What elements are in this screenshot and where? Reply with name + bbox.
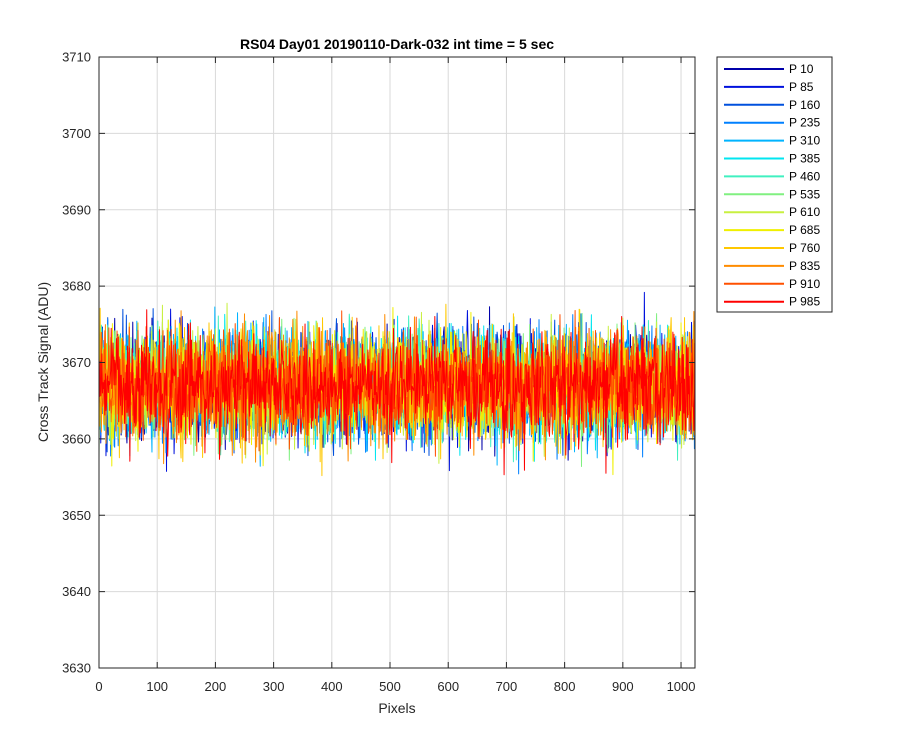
y-tick-label: 3680: [62, 279, 91, 294]
legend-label: P 985: [789, 295, 820, 309]
legend-label: P 835: [789, 259, 820, 273]
chart-title: RS04 Day01 20190110-Dark-032 int time = …: [240, 36, 554, 52]
legend-label: P 760: [789, 241, 820, 255]
y-axis-label: Cross Track Signal (ADU): [35, 282, 51, 442]
y-tick-label: 3660: [62, 431, 91, 446]
y-tick-label: 3700: [62, 126, 91, 141]
legend-label: P 910: [789, 277, 820, 291]
x-axis-label: Pixels: [378, 700, 415, 716]
legend-label: P 535: [789, 187, 820, 201]
x-tick-label: 0: [95, 679, 102, 694]
legend-box: [716, 56, 833, 313]
y-tick-label: 3690: [62, 202, 91, 217]
legend-label: P 685: [789, 223, 820, 237]
x-tick-label: 800: [554, 679, 576, 694]
x-tick-label: 600: [437, 679, 459, 694]
y-tick-label: 3650: [62, 508, 91, 523]
legend-label: P 610: [789, 205, 820, 219]
legend-label: P 160: [789, 98, 820, 112]
x-tick-label: 200: [205, 679, 227, 694]
legend-label: P 385: [789, 152, 820, 166]
series-line: [99, 309, 695, 476]
legend-label: P 310: [789, 134, 820, 148]
y-tick-label: 3640: [62, 584, 91, 599]
x-tick-label: 100: [146, 679, 168, 694]
legend-label: P 85: [789, 80, 814, 94]
x-tick-label: 300: [263, 679, 285, 694]
legend-label: P 460: [789, 169, 820, 183]
axis-ticks: 0 100 200 300 400 500 600 700 800 900 1000 3630 3640…: [62, 50, 695, 695]
x-tick-label: 1000: [667, 679, 696, 694]
legend-label: P 10: [789, 62, 814, 76]
y-tick-label: 3630: [62, 661, 91, 676]
x-tick-label: 900: [612, 679, 634, 694]
legend-label: P 235: [789, 116, 820, 130]
y-tick-label: 3670: [62, 355, 91, 370]
series-group: [99, 291, 695, 477]
legend: P 10 P 85 P 160 P 235 P 310 P 385 P 460 P 535 P …: [716, 56, 833, 313]
x-tick-label: 400: [321, 679, 343, 694]
x-tick-label: 500: [379, 679, 401, 694]
y-tick-label: 3710: [62, 50, 91, 65]
x-tick-label: 700: [496, 679, 518, 694]
